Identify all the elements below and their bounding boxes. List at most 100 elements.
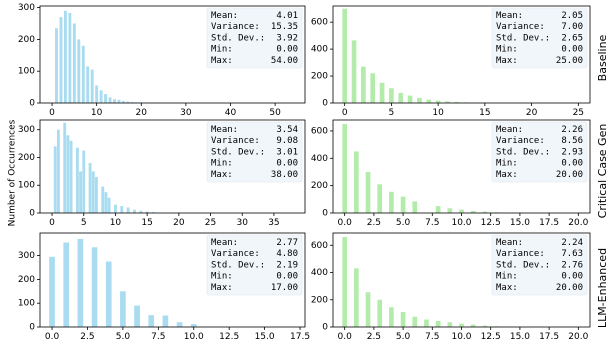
histogram-bar <box>398 92 404 103</box>
histogram-bar <box>342 237 348 327</box>
x-tick-label: 7.5 <box>425 218 439 228</box>
histogram-bar <box>370 73 376 103</box>
stat-label: Max: <box>496 283 518 293</box>
y-tick-label: 200 <box>311 295 328 305</box>
x-tick-label: 17.5 <box>539 218 559 228</box>
x-tick-label: 10 <box>432 108 444 118</box>
stat-value: 20.00 <box>556 283 583 293</box>
y-tick-label: 0 <box>29 323 35 333</box>
stat-value: 3.54 <box>276 125 298 135</box>
histogram-bar <box>107 197 111 213</box>
stats-box <box>491 7 588 69</box>
y-tick-label: 0 <box>29 99 35 109</box>
x-tick-label: 10.0 <box>451 332 471 342</box>
stat-value: 15.35 <box>271 22 298 32</box>
stat-label: Variance: <box>496 22 545 32</box>
y-tick-label: 600 <box>311 126 328 136</box>
axes-frame <box>39 5 306 104</box>
histogram-panel-r0-c0: Mean: 4.01 Variance: 15.35 Std. Dev.: 3.92 Min… <box>18 3 306 118</box>
y-tick-label: 0 <box>29 209 35 219</box>
histogram-bar <box>389 191 394 213</box>
x-tick-label: 40 <box>225 108 237 118</box>
histogram-bar <box>426 99 432 103</box>
histogram-bar <box>86 66 90 103</box>
stat-label: Mean: <box>211 11 238 21</box>
stat-label: Mean: <box>496 125 523 135</box>
histogram-bar <box>69 140 73 213</box>
histogram-bar <box>470 210 476 213</box>
x-tick-label: 20.0 <box>568 218 588 228</box>
stat-value: 17.00 <box>271 283 298 293</box>
stat-label: Min: <box>496 272 518 282</box>
histogram-bar <box>407 95 413 103</box>
histogram-bar <box>117 99 121 103</box>
histogram-bar <box>435 320 441 327</box>
histogram-bar <box>108 97 112 103</box>
x-tick-label: 15.0 <box>255 332 275 342</box>
x-tick-label: 12.5 <box>481 218 501 228</box>
histogram-bar <box>91 171 95 213</box>
histogram-bar <box>454 101 460 103</box>
stat-label: Variance: <box>211 136 260 146</box>
stat-label: Std. Dev.: <box>211 260 265 270</box>
y-tick-label: 600 <box>311 241 328 251</box>
histogram-bar <box>361 66 366 103</box>
stat-value: 7.63 <box>561 249 583 259</box>
stat-label: Std. Dev.: <box>496 33 550 43</box>
stat-label: Max: <box>496 56 518 66</box>
x-tick-label: 5.0 <box>396 332 411 342</box>
y-tick-label: 600 <box>311 18 328 28</box>
x-tick-label: 20 <box>136 108 148 118</box>
histogram-bar <box>120 206 124 213</box>
histogram-bar <box>126 101 130 103</box>
histogram-bar <box>63 122 67 213</box>
histogram-bar <box>447 322 453 327</box>
stat-value: 2.76 <box>561 260 583 270</box>
histogram-bar <box>365 292 371 327</box>
stat-value: 2.26 <box>561 125 583 135</box>
histogram-bar <box>152 212 155 213</box>
stat-value: 25.00 <box>556 56 583 66</box>
histogram-bar <box>389 88 394 103</box>
x-tick-label: 20.0 <box>568 332 588 342</box>
x-tick-label: 15 <box>141 218 152 228</box>
histogram-bar <box>435 100 441 103</box>
y-tick-label: 300 <box>18 125 35 135</box>
y-tick-label: 200 <box>18 35 35 45</box>
y-tick-label: 100 <box>18 67 35 77</box>
x-tick-label: 10 <box>110 218 122 228</box>
histogram-bar <box>162 315 169 327</box>
x-tick-label: 0 <box>49 108 55 118</box>
histogram-bar <box>77 238 84 327</box>
x-tick-label: 15 <box>479 108 490 118</box>
stat-value: 0.00 <box>561 272 583 282</box>
histogram-bar <box>417 97 422 103</box>
stat-label: Std. Dev.: <box>496 147 550 157</box>
stat-value: 2.19 <box>276 260 298 270</box>
y-tick-label: 200 <box>18 153 35 163</box>
histogram-bar <box>95 85 99 103</box>
histogram-bar <box>72 23 76 103</box>
histogram-bar <box>59 17 63 103</box>
stat-label: Min: <box>211 45 233 55</box>
x-tick-label: 5 <box>81 218 87 228</box>
histogram-bar <box>145 211 149 213</box>
stat-value: 3.92 <box>276 33 298 43</box>
stat-value: 4.80 <box>276 249 298 259</box>
histogram-bar <box>470 324 476 327</box>
stat-label: Min: <box>211 272 233 282</box>
histogram-bar <box>77 39 81 103</box>
stat-value: 8.56 <box>561 136 583 146</box>
histogram-bar <box>354 151 359 213</box>
stats-box <box>491 121 588 183</box>
histogram-bar <box>377 299 383 327</box>
histogram-bar <box>113 99 116 103</box>
x-tick-label: 12.5 <box>481 332 501 342</box>
stat-label: Min: <box>496 45 518 55</box>
x-tick-label: 10.0 <box>184 332 204 342</box>
y-tick-label: 0 <box>322 323 328 333</box>
y-tick-label: 200 <box>18 275 35 285</box>
histogram-bar <box>412 201 418 213</box>
histogram-bar <box>176 322 183 327</box>
axes-frame <box>39 232 306 328</box>
